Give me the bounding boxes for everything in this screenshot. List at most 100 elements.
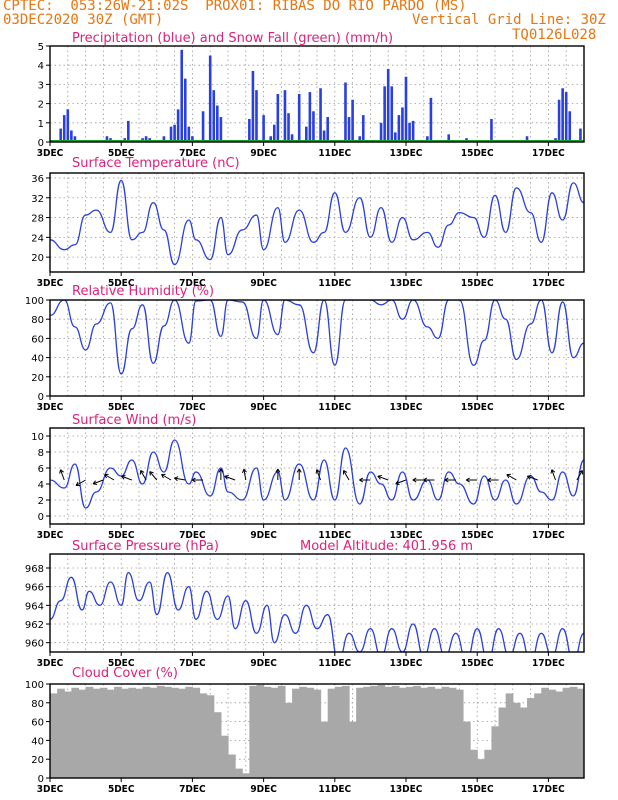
precipitation-bar bbox=[283, 90, 287, 142]
y-tick-label: 100 bbox=[25, 680, 44, 691]
wind-vector-arrow bbox=[149, 471, 158, 481]
wind-vector-arrow bbox=[395, 479, 407, 486]
x-tick-label: 9DEC bbox=[250, 784, 277, 795]
panel-subtitle: Model Altitude: 401.956 m bbox=[300, 539, 473, 554]
cloud-cover-bar bbox=[448, 687, 457, 778]
x-tick-label: 15DEC bbox=[461, 658, 494, 669]
x-tick-label: 17DEC bbox=[532, 402, 565, 413]
precipitation-bar bbox=[447, 134, 451, 142]
precipitation-bar bbox=[557, 99, 561, 142]
precipitation-bar bbox=[361, 115, 365, 142]
cloud-cover-bar bbox=[121, 688, 129, 778]
cloud-cover-bar bbox=[356, 687, 364, 778]
cloud-cover-bar bbox=[334, 686, 343, 778]
series-line bbox=[50, 179, 584, 266]
cloud-cover-bar bbox=[128, 687, 137, 778]
precipitation-bar bbox=[105, 136, 109, 142]
panel-2: 20 24 28 32 36 3DEC 5DEC 7DEC 9DEC 11DEC 13DEC 15DE… bbox=[31, 156, 585, 289]
precipitation-bar bbox=[144, 136, 148, 142]
y-tick-label: 4 bbox=[38, 61, 44, 72]
x-tick-label: 7DEC bbox=[179, 530, 206, 541]
y-tick-label: 2 bbox=[38, 100, 44, 111]
panel-frame bbox=[49, 45, 585, 143]
precipitation-bar bbox=[208, 55, 212, 142]
cloud-cover-bar bbox=[327, 688, 336, 778]
x-tick-label: 13DEC bbox=[390, 530, 423, 541]
precipitation-bar bbox=[305, 126, 308, 142]
cloud-cover-bar bbox=[398, 687, 407, 778]
cloud-cover-bar bbox=[484, 749, 493, 778]
wind-vector-arrow bbox=[75, 479, 86, 487]
precipitation-bar bbox=[269, 136, 273, 142]
wind-vector-arrow bbox=[224, 474, 236, 481]
panel-4: 0 2 4 6 8 10 3DEC 5DEC 7DEC 9DEC 11DEC 13DEC 15DEC 17… bbox=[31, 413, 585, 541]
precipitation-bar bbox=[66, 109, 70, 142]
panel-6: 0 20 40 60 80 100 3DEC 5DEC 7DEC 9DEC 11DEC 13DEC 15… bbox=[25, 666, 585, 795]
wind-vector-arrow bbox=[576, 470, 583, 481]
cloud-cover-bar bbox=[178, 688, 186, 778]
precipitation-bar bbox=[404, 76, 408, 142]
y-tick-label: 80 bbox=[31, 699, 44, 710]
y-tick-label: 100 bbox=[25, 296, 44, 307]
precipitation-bar bbox=[564, 92, 568, 142]
precipitation-bar bbox=[251, 70, 255, 142]
header-grid-line: Vertical Grid Line: 30Z bbox=[412, 12, 606, 28]
plot-area bbox=[50, 179, 584, 266]
x-tick-label: 5DEC bbox=[108, 148, 135, 159]
cloud-cover-bar bbox=[78, 689, 87, 778]
precipitation-bar bbox=[162, 136, 166, 142]
wind-vector-arrow bbox=[377, 474, 389, 481]
precipitation-bar bbox=[276, 94, 280, 142]
precipitation-bar bbox=[319, 88, 322, 142]
panel-title: Surface Wind (m/s) bbox=[72, 413, 196, 428]
plot-area bbox=[50, 49, 584, 142]
y-tick-label: 60 bbox=[31, 718, 44, 729]
cloud-cover-bar bbox=[505, 693, 514, 778]
x-tick-label: 5DEC bbox=[108, 402, 135, 413]
precipitation-bar bbox=[290, 134, 294, 142]
x-tick-label: 5DEC bbox=[108, 658, 135, 669]
precipitation-bar bbox=[287, 113, 290, 142]
cloud-cover-bar bbox=[292, 688, 300, 778]
cloud-cover-bar bbox=[576, 688, 584, 778]
panel-frame bbox=[49, 427, 585, 525]
x-tick-label: 13DEC bbox=[390, 148, 423, 159]
precipitation-bar bbox=[308, 92, 312, 142]
precipitation-bar bbox=[180, 49, 184, 142]
wind-vector-arrow bbox=[526, 474, 538, 481]
precipitation-bar bbox=[383, 86, 386, 142]
x-tick-label: 15DEC bbox=[461, 278, 494, 289]
y-tick-label: 962 bbox=[25, 620, 44, 631]
wind-vector-arrow bbox=[506, 473, 517, 481]
y-tick-label: 32 bbox=[31, 194, 44, 205]
precipitation-bar bbox=[561, 88, 564, 142]
cloud-cover-bar bbox=[149, 687, 158, 778]
cloud-cover-bar bbox=[512, 702, 521, 778]
x-tick-label: 13DEC bbox=[390, 278, 423, 289]
cloud-cover-bar bbox=[519, 707, 528, 778]
precipitation-bar bbox=[408, 122, 411, 142]
panel-frame bbox=[49, 553, 585, 653]
x-tick-label: 9DEC bbox=[250, 658, 277, 669]
precipitation-bar bbox=[351, 99, 354, 142]
y-tick-label: 960 bbox=[25, 639, 44, 650]
cloud-cover-bar bbox=[199, 693, 208, 778]
precipitation-bar bbox=[62, 115, 66, 142]
plot-area bbox=[50, 300, 584, 375]
cloud-cover-bar bbox=[114, 686, 122, 778]
cloud-cover-bar bbox=[320, 721, 329, 778]
x-tick-label: 3DEC bbox=[37, 278, 64, 289]
x-tick-label: 9DEC bbox=[250, 148, 277, 159]
cloud-cover-bar bbox=[256, 684, 265, 778]
x-tick-label: 7DEC bbox=[179, 402, 206, 413]
cloud-cover-bar bbox=[64, 691, 72, 778]
cloud-cover-bar bbox=[50, 693, 58, 778]
y-tick-label: 60 bbox=[31, 334, 44, 345]
precipitation-bar bbox=[248, 118, 251, 142]
cloud-cover-bar bbox=[242, 773, 250, 778]
cloud-cover-bar bbox=[249, 685, 258, 778]
y-tick-label: 0 bbox=[38, 512, 44, 523]
precipitation-bar bbox=[379, 122, 383, 142]
precipitation-bar bbox=[326, 117, 329, 142]
y-tick-label: 0 bbox=[38, 774, 44, 785]
